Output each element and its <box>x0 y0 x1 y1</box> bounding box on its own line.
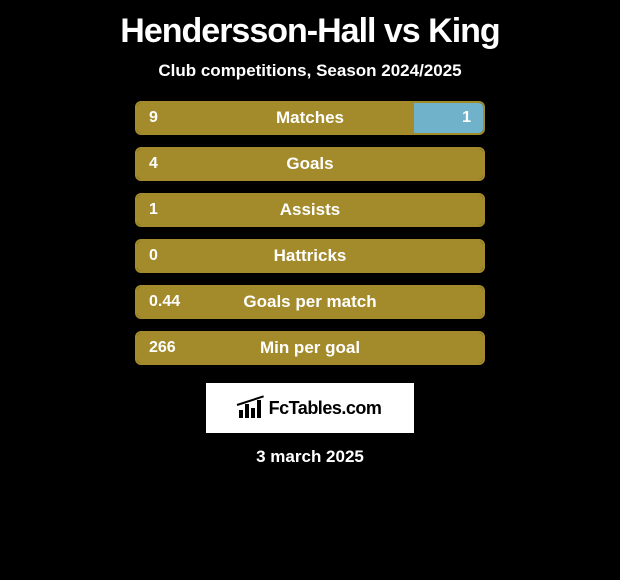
subtitle: Club competitions, Season 2024/2025 <box>158 61 461 81</box>
stat-bar-left-fill <box>137 195 483 225</box>
footer-date: 3 march 2025 <box>256 447 364 467</box>
stat-bar-left-fill <box>137 241 483 271</box>
page-title: Hendersson-Hall vs King <box>120 12 499 51</box>
stat-bar-left-fill <box>137 103 414 133</box>
stat-row: 266Min per goal <box>135 331 485 365</box>
stat-bar-left-fill <box>137 287 483 317</box>
stat-bar: 91Matches <box>135 101 485 135</box>
stat-row: 4Goals <box>135 147 485 181</box>
stat-bar: 1Assists <box>135 193 485 227</box>
stats-list: 91Matches 4Goals 1Assists 0Hattricks 0.44Goa… <box>135 101 485 377</box>
stat-row: 0.44Goals per match <box>135 285 485 319</box>
stat-bar: 4Goals <box>135 147 485 181</box>
stat-bar-left-fill <box>137 333 483 363</box>
stat-row: 1Assists <box>135 193 485 227</box>
stat-bar: 0Hattricks <box>135 239 485 273</box>
comparison-card: Hendersson-Hall vs King Club competition… <box>0 0 620 467</box>
stat-bar-right-fill <box>414 103 483 133</box>
stat-bar: 0.44Goals per match <box>135 285 485 319</box>
logo-text: FcTables.com <box>269 398 382 419</box>
stat-row: 91Matches <box>135 101 485 135</box>
logo-box: FcTables.com <box>206 383 414 433</box>
bar-chart-icon <box>239 398 263 418</box>
stat-bar: 266Min per goal <box>135 331 485 365</box>
stat-bar-left-fill <box>137 149 483 179</box>
stat-row: 0Hattricks <box>135 239 485 273</box>
